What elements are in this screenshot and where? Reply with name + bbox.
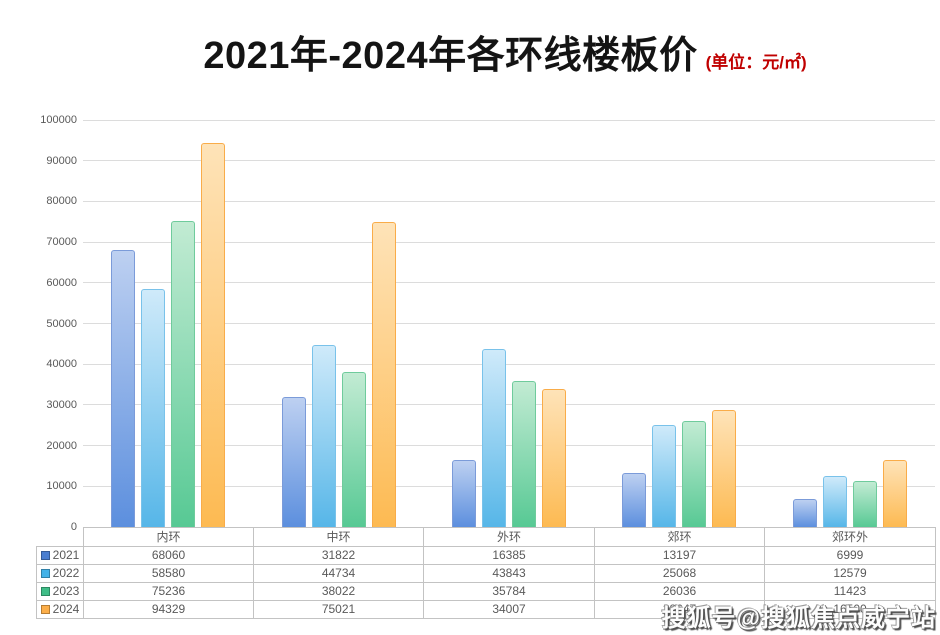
y-axis-tick-label: 100000	[40, 114, 77, 126]
y-axis-tick-label: 70000	[46, 236, 77, 249]
bar-2023-外环	[512, 381, 536, 527]
gridline	[83, 363, 935, 365]
legend-year-label: 2022	[52, 566, 80, 580]
gridline	[83, 404, 935, 406]
y-axis-tick-label: 10000	[46, 480, 77, 493]
legend-cell-2022: 2022	[36, 564, 84, 583]
value-cell-2023-外环: 35784	[423, 582, 595, 601]
value-cell-2021-内环: 68060	[83, 546, 254, 565]
bar-2024-郊环	[712, 410, 737, 527]
value-cell-2023-中环: 38022	[253, 582, 424, 601]
y-axis-tick-label: 50000	[46, 317, 77, 330]
value-cell-2021-郊环: 13197	[594, 546, 765, 565]
bar-2023-内环	[171, 221, 196, 527]
y-axis: 0 10000 20000 30000 40000 50000 60000 70000 8000…	[28, 114, 77, 533]
bar-2021-中环	[281, 397, 306, 527]
value-cell-2022-郊环外: 12579	[764, 564, 936, 583]
bar-2021-内环	[111, 250, 136, 527]
column-header-外环: 外环	[423, 527, 595, 547]
bar-2023-中环	[341, 372, 366, 527]
gridline	[83, 485, 935, 487]
table-row-2022: 2022 58580 44734 43843 25068 12579	[36, 564, 936, 583]
bar-2022-外环	[482, 349, 506, 527]
y-axis-tick-label: 20000	[46, 439, 77, 452]
bar-2021-郊环	[622, 473, 647, 527]
legend-cell-2024: 2024	[36, 600, 84, 619]
page-title: 2021年-2024年各环线楼板价	[203, 35, 698, 77]
data-table: 内环 中环 外环 郊环 郊环外 2021 68060 31822 16385 13197 6999 2…	[36, 527, 936, 619]
legend-year-label: 2021	[52, 548, 80, 562]
y-axis-tick-label: 30000	[46, 398, 77, 411]
bar-2024-中环	[371, 222, 396, 527]
bar-2022-内环	[141, 289, 166, 527]
legend-year-label: 2024	[52, 602, 80, 616]
legend-swatch-2022	[40, 569, 50, 578]
column-header-郊环外: 郊环外	[764, 527, 936, 547]
watermark-text: 搜狐号@搜狐焦点威宁站	[661, 605, 936, 632]
gridline	[83, 119, 935, 121]
column-header-中环: 中环	[253, 527, 424, 547]
table-row-2021: 2021 68060 31822 16385 13197 6999	[36, 546, 936, 565]
bar-2024-郊环外	[882, 460, 907, 527]
table-header-row: 内环 中环 外环 郊环 郊环外	[37, 527, 936, 547]
value-cell-2021-外环: 16385	[423, 546, 595, 565]
legend-year-label: 2023	[52, 584, 80, 598]
gridline	[83, 323, 935, 324]
bar-2022-中环	[311, 345, 336, 527]
bar-2022-郊环外	[822, 476, 847, 527]
value-cell-2021-郊环外: 6999	[764, 546, 936, 565]
value-cell-2024-中环: 75021	[253, 600, 424, 619]
table-row-2024: 2024 94329 75021 34007 28647 16500	[36, 600, 936, 619]
legend-swatch-2024	[40, 605, 50, 614]
value-cell-2024-外环: 34007	[423, 600, 595, 619]
legend-swatch-2023	[40, 587, 50, 596]
plot-area	[83, 119, 935, 527]
gridline	[83, 160, 935, 162]
bar-2021-郊环外	[792, 499, 817, 527]
bar-2024-内环	[201, 143, 226, 527]
gridline	[83, 200, 935, 202]
column-header-内环: 内环	[83, 527, 254, 547]
bar-2021-外环	[452, 460, 476, 527]
legend-cell-2021: 2021	[36, 546, 84, 565]
value-cell-2022-内环: 58580	[83, 564, 254, 583]
table-blank-corner	[37, 528, 84, 547]
y-axis-tick-label: 80000	[46, 195, 77, 208]
value-cell-2024-郊环外: 16500	[764, 600, 936, 619]
column-header-郊环: 郊环	[594, 527, 765, 547]
value-cell-2024-内环: 94329	[83, 600, 254, 619]
table-row-2023: 2023 75236 38022 35784 26036 11423	[36, 582, 936, 601]
bar-2022-郊环	[652, 425, 677, 527]
value-cell-2022-外环: 43843	[423, 564, 595, 583]
y-axis-tick-label: 60000	[46, 276, 77, 289]
value-cell-2022-中环: 44734	[253, 564, 424, 583]
gridline	[83, 282, 935, 284]
y-axis-tick-label: 90000	[46, 154, 77, 167]
bar-2024-外环	[542, 389, 566, 527]
gridline	[83, 241, 935, 243]
y-axis-tick-label: 40000	[46, 358, 77, 371]
gridline	[83, 445, 935, 447]
data-table-body: 内环 中环 外环 郊环 郊环外 2021 68060 31822 16385 13197 6999 2…	[36, 527, 936, 619]
legend-swatch-2021	[40, 551, 50, 560]
y-axis-tick-label: 0	[70, 521, 77, 533]
bar-2023-郊环外	[852, 481, 877, 527]
bar-2023-郊环	[682, 421, 707, 527]
value-cell-2022-郊环: 25068	[594, 564, 765, 583]
value-cell-2024-郊环: 28647	[594, 600, 765, 619]
title-row: 2021年-2024年各环线楼板价 (单位：元/㎡)	[70, 24, 940, 80]
value-cell-2021-中环: 31822	[253, 546, 424, 565]
legend-cell-2023: 2023	[36, 582, 84, 601]
unit-label: (单位：元/㎡)	[705, 53, 807, 72]
value-cell-2023-内环: 75236	[83, 582, 254, 601]
